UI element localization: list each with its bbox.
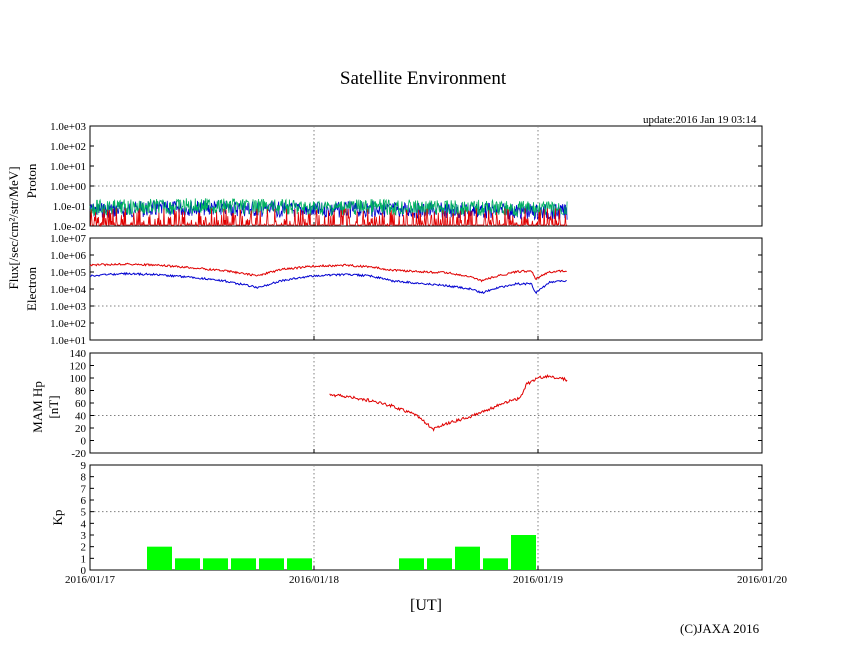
kp-bar: [455, 546, 480, 570]
mam-hp-unit-label: [nT]: [46, 395, 61, 418]
kp-ytick-label: 8: [81, 472, 87, 484]
mam-hp-ytick-label: 40: [75, 411, 87, 423]
kp-ytick-label: 7: [81, 483, 87, 495]
kp-bar: [175, 558, 200, 570]
kp-bar: [483, 558, 508, 570]
kp-bar: [399, 558, 424, 570]
flux-ylabel: Flux[/sec/cm²/str/MeV]: [6, 166, 21, 289]
proton-ytick-label: 1.0e-02: [53, 221, 86, 233]
electron-ytick-label: 1.0e+06: [50, 250, 86, 262]
proton-ytick-label: 1.0e+02: [50, 141, 86, 153]
mam-hp-series-Hp: [329, 373, 568, 432]
x-tick-label: 2016/01/18: [289, 574, 340, 586]
kp-bar: [511, 535, 536, 570]
proton-ytick-label: 1.0e+01: [50, 161, 86, 173]
x-tick-label: 2016/01/17: [65, 574, 116, 586]
kp-ylabel: Kp: [50, 510, 65, 526]
proton-ytick-label: 1.0e+00: [50, 181, 86, 193]
mam-hp-ytick-label: 100: [70, 373, 87, 385]
kp-bar: [287, 558, 312, 570]
mam-hp-ylabel: MAM Hp: [30, 381, 45, 433]
proton-plot-frame: [89, 125, 763, 227]
chart-title: Satellite Environment: [339, 68, 507, 89]
electron-series-high: [89, 262, 567, 283]
mam-hp-ytick-label: 0: [81, 436, 87, 448]
electron-ylabel: Electron: [24, 266, 39, 311]
proton-ytick-label: 1.0e+03: [50, 121, 86, 133]
electron-ytick-label: 1.0e+05: [50, 267, 86, 279]
mam-hp-ytick-label: -20: [71, 448, 86, 460]
kp-ytick-label: 0: [81, 565, 87, 577]
electron-ytick-label: 1.0e+01: [50, 335, 86, 347]
kp-plot-frame: [89, 464, 763, 571]
proton-series-channel-3: [90, 208, 568, 228]
update-timestamp: update:2016 Jan 19 03:14: [643, 114, 757, 126]
copyright-text: (C)JAXA 2016: [680, 621, 760, 636]
kp-bar: [427, 558, 452, 570]
proton-series-channel-2: [89, 198, 568, 218]
x-tick-label: 2016/01/20: [737, 574, 788, 586]
kp-ytick-label: 3: [81, 530, 87, 542]
mam-hp-ytick-label: 120: [70, 361, 87, 373]
kp-bar: [203, 558, 228, 570]
electron-plot-frame: [89, 237, 763, 341]
kp-bar: [147, 546, 172, 570]
proton-ylabel: Proton: [24, 163, 39, 198]
mam-hp-ytick-label: 20: [75, 423, 87, 435]
electron-ytick-label: 1.0e+07: [50, 233, 86, 245]
kp-bar: [259, 558, 284, 570]
kp-ytick-label: 9: [81, 460, 87, 472]
kp-ytick-label: 2: [81, 542, 87, 554]
mam-hp-ytick-label: 80: [75, 386, 87, 398]
electron-ytick-label: 1.0e+03: [50, 301, 86, 313]
x-axis-label: [UT]: [410, 597, 442, 614]
electron-ytick-label: 1.0e+04: [50, 284, 86, 296]
proton-ytick-label: 1.0e-01: [53, 201, 86, 213]
mam-hp-ytick-label: 60: [75, 398, 87, 410]
electron-series-low: [89, 271, 567, 295]
kp-ytick-label: 6: [81, 495, 87, 507]
electron-ytick-label: 1.0e+02: [50, 318, 86, 330]
mam-hp-ytick-label: 140: [70, 348, 87, 360]
kp-ytick-label: 5: [81, 507, 87, 519]
kp-ytick-label: 4: [81, 518, 87, 530]
kp-ytick-label: 1: [81, 553, 87, 565]
mam-hp-plot-frame: [89, 352, 763, 454]
x-tick-label: 2016/01/19: [513, 574, 564, 586]
kp-bar: [231, 558, 256, 570]
